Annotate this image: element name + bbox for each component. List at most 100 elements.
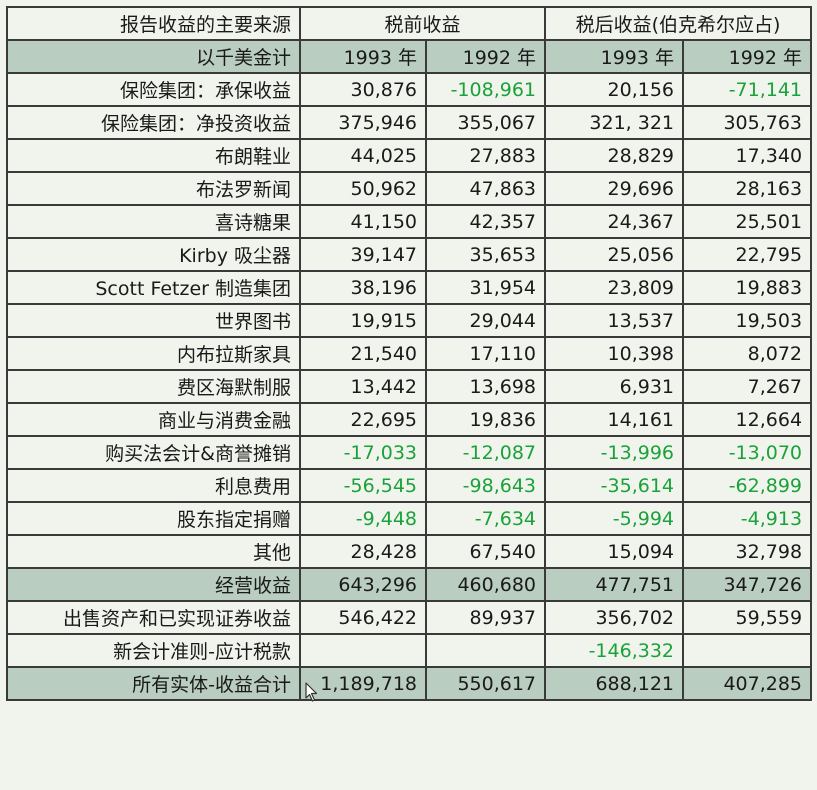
- table-row: 喜诗糖果 41,150 42,357 24,367 25,501: [6, 204, 813, 239]
- value-cell: 19,915: [299, 303, 427, 338]
- value-cell: 550,617: [424, 666, 547, 701]
- table-row: 布法罗新闻 50,962 47,863 29,696 28,163: [6, 171, 813, 206]
- value-cell: 29,044: [424, 303, 547, 338]
- value-cell: 321, 321: [544, 105, 685, 140]
- value-cell: 41,150: [299, 204, 427, 239]
- value-cell: -9,448: [299, 501, 427, 536]
- value-cell: 546,422: [299, 600, 427, 635]
- earnings-table-body: 报告收益的主要来源 税前收益 税后收益(伯克希尔应占) 以千美金计 1993 年…: [6, 6, 813, 701]
- value-cell: 6,931: [544, 369, 685, 404]
- row-label-cell: 世界图书: [6, 303, 301, 338]
- value-cell: 375,946: [299, 105, 427, 140]
- value-cell: 30,876: [299, 72, 427, 107]
- row-label-cell: Scott Fetzer 制造集团: [6, 270, 301, 305]
- unit-label-cell: 以千美金计: [6, 39, 301, 74]
- title-row: 报告收益的主要来源 税前收益 税后收益(伯克希尔应占): [6, 6, 813, 41]
- value-cell: 47,863: [424, 171, 547, 206]
- row-label-cell: 保险集团：承保收益: [6, 72, 301, 107]
- value-cell: 29,696: [544, 171, 685, 206]
- value-cell: 356,702: [544, 600, 685, 635]
- value-cell: [299, 633, 427, 668]
- value-cell: 42,357: [424, 204, 547, 239]
- value-cell: 305,763: [682, 105, 813, 140]
- value-cell: 10,398: [544, 336, 685, 371]
- value-cell: 28,829: [544, 138, 685, 173]
- value-cell: 643,296: [299, 567, 427, 602]
- table-row: Kirby 吸尘器 39,147 35,653 25,056 22,795: [6, 237, 813, 272]
- table-row: Scott Fetzer 制造集团 38,196 31,954 23,809 19,88…: [6, 270, 813, 305]
- value-cell: 89,937: [424, 600, 547, 635]
- value-cell: -62,899: [682, 468, 813, 503]
- year-header-cell: 1993 年: [544, 39, 685, 74]
- value-cell: 24,367: [544, 204, 685, 239]
- value-cell: 22,795: [682, 237, 813, 272]
- value-cell: 13,442: [299, 369, 427, 404]
- row-label-cell: 股东指定捐赠: [6, 501, 301, 536]
- table-row: 利息费用 -56,545 -98,643 -35,614 -62,899: [6, 468, 813, 503]
- value-cell: 19,503: [682, 303, 813, 338]
- year-header-cell: 1993 年: [299, 39, 427, 74]
- value-cell: 22,695: [299, 402, 427, 437]
- value-cell: 355,067: [424, 105, 547, 140]
- value-cell: 44,025: [299, 138, 427, 173]
- table-row: 新会计准则-应计税款 -146,332: [6, 633, 813, 668]
- row-label-cell: 购买法会计&商誉摊销: [6, 435, 301, 470]
- year-header-cell: 1992 年: [682, 39, 813, 74]
- aftertax-title-cell: 税后收益(伯克希尔应占): [544, 6, 813, 41]
- table-row: 保险集团：承保收益 30,876 -108,961 20,156 -71,141: [6, 72, 813, 107]
- value-cell: 19,883: [682, 270, 813, 305]
- value-cell: 15,094: [544, 534, 685, 569]
- value-cell: 67,540: [424, 534, 547, 569]
- value-cell: 13,698: [424, 369, 547, 404]
- value-cell: -146,332: [544, 633, 685, 668]
- value-cell: 8,072: [682, 336, 813, 371]
- table-row: 商业与消费金融 22,695 19,836 14,161 12,664: [6, 402, 813, 437]
- value-cell: -5,994: [544, 501, 685, 536]
- table-row: 购买法会计&商誉摊销 -17,033 -12,087 -13,996 -13,070: [6, 435, 813, 470]
- value-cell: 32,798: [682, 534, 813, 569]
- value-cell: 28,163: [682, 171, 813, 206]
- row-label-cell: Kirby 吸尘器: [6, 237, 301, 272]
- value-cell: 13,537: [544, 303, 685, 338]
- value-cell: 50,962: [299, 171, 427, 206]
- row-label-cell: 布法罗新闻: [6, 171, 301, 206]
- year-header-cell: 1992 年: [424, 39, 547, 74]
- value-cell: 460,680: [424, 567, 547, 602]
- value-cell: -35,614: [544, 468, 685, 503]
- value-cell: -7,634: [424, 501, 547, 536]
- table-row: 费区海默制服 13,442 13,698 6,931 7,267: [6, 369, 813, 404]
- value-cell: -13,070: [682, 435, 813, 470]
- value-cell: 688,121: [544, 666, 685, 701]
- year-header-row: 以千美金计 1993 年 1992 年 1993 年 1992 年: [6, 39, 813, 74]
- value-cell: 477,751: [544, 567, 685, 602]
- value-cell: [424, 633, 547, 668]
- pretax-title-cell: 税前收益: [298, 6, 547, 41]
- value-cell: 27,883: [424, 138, 547, 173]
- value-cell: 7,267: [682, 369, 813, 404]
- value-cell: 14,161: [544, 402, 685, 437]
- value-cell: 38,196: [299, 270, 427, 305]
- table-row: 股东指定捐赠 -9,448 -7,634 -5,994 -4,913: [6, 501, 813, 536]
- value-cell: -71,141: [682, 72, 813, 107]
- row-label-cell: 所有实体-收益合计: [6, 666, 301, 701]
- value-cell: 25,501: [682, 204, 813, 239]
- table-row: 保险集团：净投资收益 375,946 355,067 321, 321 305,763: [6, 105, 813, 140]
- value-cell: 21,540: [299, 336, 427, 371]
- row-label-cell: 内布拉斯家具: [6, 336, 301, 371]
- value-cell: 17,110: [424, 336, 547, 371]
- row-label-cell: 新会计准则-应计税款: [6, 633, 301, 668]
- value-cell: -56,545: [299, 468, 427, 503]
- value-cell: 23,809: [544, 270, 685, 305]
- table-row: 所有实体-收益合计 1,189,718 550,617 688,121 407,285: [6, 666, 813, 701]
- value-cell: -12,087: [424, 435, 547, 470]
- value-cell: 31,954: [424, 270, 547, 305]
- table-row: 世界图书 19,915 29,044 13,537 19,503: [6, 303, 813, 338]
- mouse-pointer-icon: [305, 682, 318, 702]
- value-cell: 28,428: [299, 534, 427, 569]
- value-cell: -4,913: [682, 501, 813, 536]
- table-row: 出售资产和已实现证券收益 546,422 89,937 356,702 59,559: [6, 600, 813, 635]
- value-cell: 17,340: [682, 138, 813, 173]
- row-label-cell: 商业与消费金融: [6, 402, 301, 437]
- table-row: 其他 28,428 67,540 15,094 32,798: [6, 534, 813, 569]
- value-cell: -13,996: [544, 435, 685, 470]
